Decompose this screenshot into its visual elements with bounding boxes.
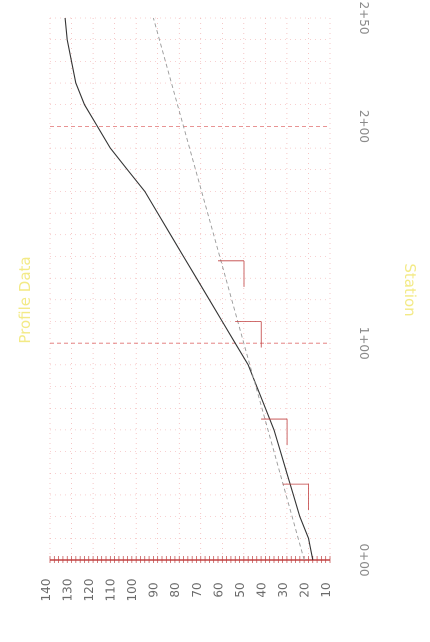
elevation-tick-label: 140 xyxy=(39,579,53,602)
elevation-tick-label: 60 xyxy=(211,582,225,597)
station-tick-label: 2+00 xyxy=(357,110,371,143)
elevation-tick-label: 40 xyxy=(254,582,268,597)
series-group xyxy=(64,17,314,561)
left-axis-label: Profile Data xyxy=(16,256,34,343)
elevation-tick-label: 70 xyxy=(190,582,204,597)
elevation-tick-label: 30 xyxy=(276,582,290,597)
elevation-tick-label: 50 xyxy=(233,582,247,597)
elevation-tick-label: 100 xyxy=(125,579,139,602)
elevation-tick-label: 10 xyxy=(319,582,333,597)
right-axis-label: Station xyxy=(401,263,419,316)
marker-group xyxy=(218,260,310,511)
station-tick-label: 2+50 xyxy=(357,2,371,35)
tick-group: 140 130 120 110 100 90 80 70 60 50 40 30 20 10 0+00 1+0… xyxy=(39,2,371,602)
station-tick-label: 1+00 xyxy=(357,327,371,360)
elevation-tick-label: 110 xyxy=(104,579,118,602)
elevation-tick-label: 130 xyxy=(61,579,75,602)
design-series xyxy=(152,17,305,561)
profile-series xyxy=(64,17,314,561)
elevation-tick-label: 90 xyxy=(147,582,161,597)
station-tick-label: 0+00 xyxy=(357,544,371,577)
grid xyxy=(49,17,331,563)
elevation-tick-label: 120 xyxy=(82,579,96,602)
elevation-tick-label: 20 xyxy=(297,582,311,597)
elevation-tick-label: 80 xyxy=(168,582,182,597)
